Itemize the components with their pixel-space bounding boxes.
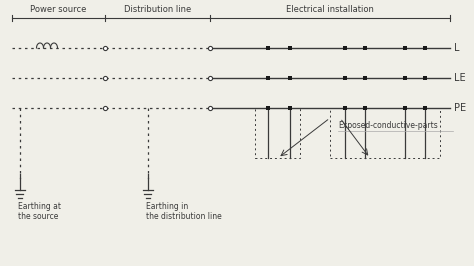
Text: Power source: Power source xyxy=(30,5,87,14)
Text: PE: PE xyxy=(454,103,466,113)
Bar xyxy=(330,108,440,158)
Text: L: L xyxy=(454,43,459,53)
Text: Distribution line: Distribution line xyxy=(124,5,191,14)
Text: Exposed-conductive-parts: Exposed-conductive-parts xyxy=(338,121,438,130)
Text: LE: LE xyxy=(454,73,465,83)
Text: Electrical installation: Electrical installation xyxy=(286,5,374,14)
Text: Earthing at
the source: Earthing at the source xyxy=(18,202,61,221)
Bar xyxy=(255,108,300,158)
Text: Earthing in
the distribution line: Earthing in the distribution line xyxy=(146,202,222,221)
